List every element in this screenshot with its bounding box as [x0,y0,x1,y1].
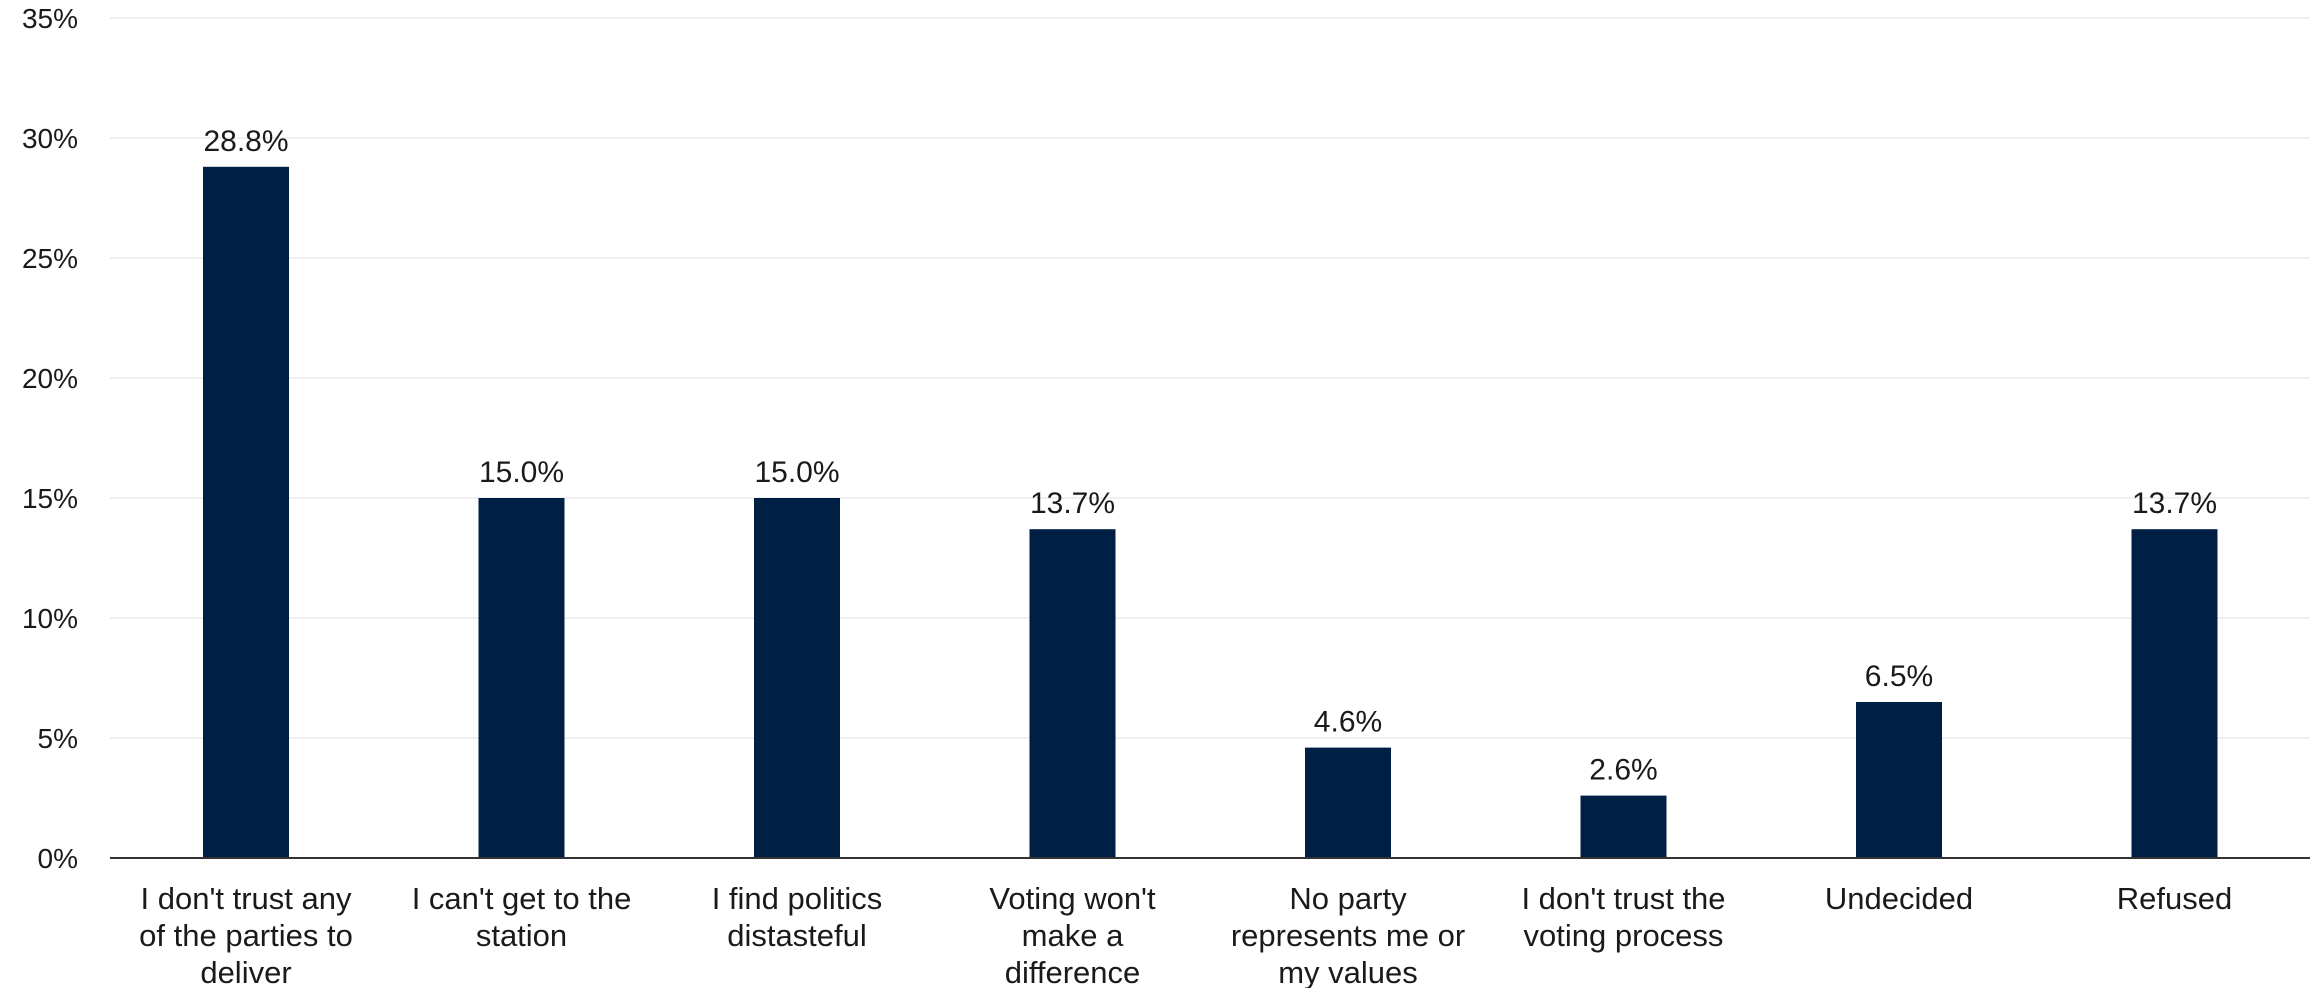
data-label: 13.7% [1030,487,1115,520]
category-label-line: I find politics [712,881,883,916]
y-tick-label: 10% [22,603,78,634]
category-label-line: Voting won't [989,881,1156,916]
category-label-line: No party [1289,881,1407,916]
y-tick-label: 25% [22,243,78,274]
data-label: 2.6% [1589,754,1657,787]
bar [754,498,840,858]
data-label: 15.0% [754,456,839,489]
y-tick-label: 30% [22,123,78,154]
bar [1029,529,1116,858]
data-labels: 28.8% 15.0% 15.0% 13.7% 4.6% 2.6% 6.5% 13.7% [203,125,2217,787]
category-label-line: deliver [200,955,291,988]
bar [478,498,565,858]
category-label: I don't trust the voting process [1521,881,1725,953]
bars [203,166,2218,859]
category-label-line: Undecided [1825,881,1973,916]
category-label: Voting won't make a difference [989,881,1156,988]
bar [1305,747,1391,858]
y-tick-label: 20% [22,363,78,394]
y-tick-label: 0% [38,843,78,874]
category-label-line: I don't trust any [141,881,352,916]
category-label-line: make a [1022,918,1124,953]
category-label-line: I can't get to the [412,881,632,916]
bar [1580,795,1667,858]
category-label: I find politics distasteful [712,881,883,953]
data-label: 13.7% [2132,487,2217,520]
category-label: I can't get to the station [412,881,632,953]
category-label-line: Refused [2117,881,2232,916]
category-label: No party represents me or my values [1231,881,1465,988]
category-label-line: voting process [1524,918,1724,953]
data-label: 4.6% [1314,706,1382,739]
category-label-line: difference [1005,955,1141,988]
category-label-line: station [476,918,567,953]
category-label-line: I don't trust the [1521,881,1725,916]
category-label-line: my values [1278,955,1418,988]
bar [203,166,289,859]
bar [1856,702,1942,858]
y-tick-label: 15% [22,483,78,514]
y-axis-ticks: 0% 5% 10% 15% 20% 25% 30% 35% [22,3,78,874]
data-label: 15.0% [479,456,564,489]
y-tick-label: 35% [22,3,78,34]
bar [2131,529,2218,858]
category-label-line: of the parties to [139,918,353,953]
data-label: 6.5% [1865,660,1933,693]
category-label: I don't trust any of the parties to delive… [139,881,353,988]
category-label-line: represents me or [1231,918,1465,953]
gridlines [110,17,2310,739]
category-label-line: distasteful [727,918,867,953]
data-label: 28.8% [203,125,288,158]
y-tick-label: 5% [38,723,78,754]
category-label: Refused [2117,881,2232,916]
category-label: Undecided [1825,881,1973,916]
x-axis-categories: I don't trust any of the parties to delive… [139,881,2232,988]
